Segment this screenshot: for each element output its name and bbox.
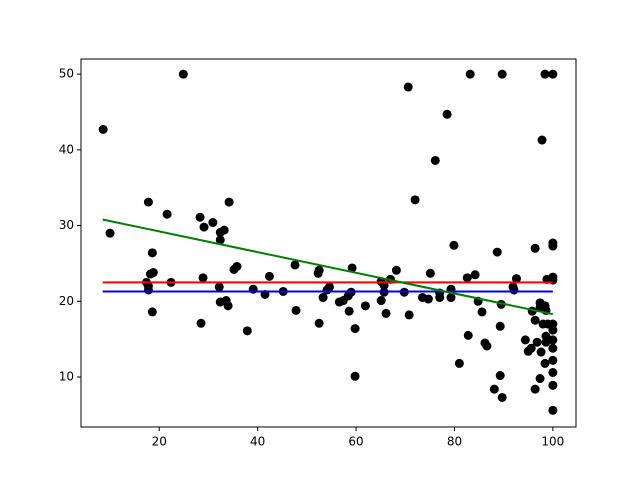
- point: [195, 212, 205, 222]
- point: [548, 355, 558, 365]
- point: [381, 308, 391, 318]
- point: [489, 384, 499, 394]
- point: [423, 294, 433, 304]
- point: [196, 318, 206, 328]
- point: [470, 270, 480, 280]
- x-tick-label: 40: [250, 435, 265, 449]
- point: [495, 321, 505, 331]
- point: [537, 135, 547, 145]
- point: [215, 235, 225, 245]
- point: [318, 293, 328, 303]
- point: [454, 358, 464, 368]
- point: [350, 371, 360, 381]
- point: [376, 296, 386, 306]
- point: [162, 209, 172, 219]
- point: [232, 261, 242, 271]
- point: [548, 325, 558, 335]
- plot-frame: [80, 58, 577, 428]
- point: [548, 367, 558, 377]
- point: [314, 265, 324, 275]
- point: [344, 306, 354, 316]
- x-tick-label: 80: [447, 435, 462, 449]
- point: [540, 69, 550, 79]
- point: [541, 337, 551, 347]
- point: [548, 69, 558, 79]
- point: [208, 218, 218, 228]
- point: [536, 347, 546, 357]
- point: [526, 343, 536, 353]
- point: [463, 330, 473, 340]
- point: [477, 307, 487, 317]
- point: [347, 263, 357, 273]
- point: [442, 109, 452, 119]
- x-tick-label: 60: [348, 435, 363, 449]
- point: [178, 69, 188, 79]
- point: [360, 301, 370, 311]
- point: [530, 243, 540, 253]
- point: [482, 341, 492, 351]
- point: [548, 241, 558, 251]
- point: [535, 374, 545, 384]
- point: [449, 240, 459, 250]
- point: [223, 301, 233, 311]
- y-tick-label: 40: [59, 142, 74, 156]
- point: [324, 282, 334, 292]
- point: [509, 285, 519, 295]
- x-tick-label: 100: [541, 435, 564, 449]
- point: [224, 197, 234, 207]
- point: [403, 82, 413, 92]
- point: [314, 318, 324, 328]
- point: [148, 268, 158, 278]
- point: [105, 228, 115, 238]
- point: [497, 69, 507, 79]
- point: [548, 380, 558, 390]
- point: [98, 124, 108, 134]
- point: [530, 315, 540, 325]
- y-tick-label: 30: [59, 218, 74, 232]
- y-tick-label: 20: [59, 294, 74, 308]
- point: [520, 335, 530, 345]
- point: [199, 222, 209, 232]
- point: [430, 155, 440, 165]
- point: [548, 405, 558, 415]
- point: [511, 274, 521, 284]
- point: [446, 293, 456, 303]
- point: [350, 324, 360, 334]
- point: [143, 285, 153, 295]
- point: [143, 197, 153, 207]
- point: [492, 247, 502, 257]
- point: [219, 225, 229, 235]
- point: [532, 337, 542, 347]
- y-tick-label: 10: [59, 370, 74, 384]
- fit-line: [102, 218, 554, 316]
- point: [290, 260, 300, 270]
- point: [548, 343, 558, 353]
- point: [214, 282, 224, 292]
- point: [465, 69, 475, 79]
- point: [462, 273, 472, 283]
- y-tick-label: 50: [59, 67, 74, 81]
- point: [264, 271, 274, 281]
- point: [530, 384, 540, 394]
- point: [147, 248, 157, 258]
- point: [198, 273, 208, 283]
- x-tick-label: 20: [152, 435, 167, 449]
- point: [540, 358, 550, 368]
- point: [391, 265, 401, 275]
- point: [404, 310, 414, 320]
- point: [497, 392, 507, 402]
- point: [291, 305, 301, 315]
- point: [242, 326, 252, 336]
- point: [410, 195, 420, 205]
- point: [495, 371, 505, 381]
- point: [425, 268, 435, 278]
- point: [548, 335, 558, 345]
- point: [147, 307, 157, 317]
